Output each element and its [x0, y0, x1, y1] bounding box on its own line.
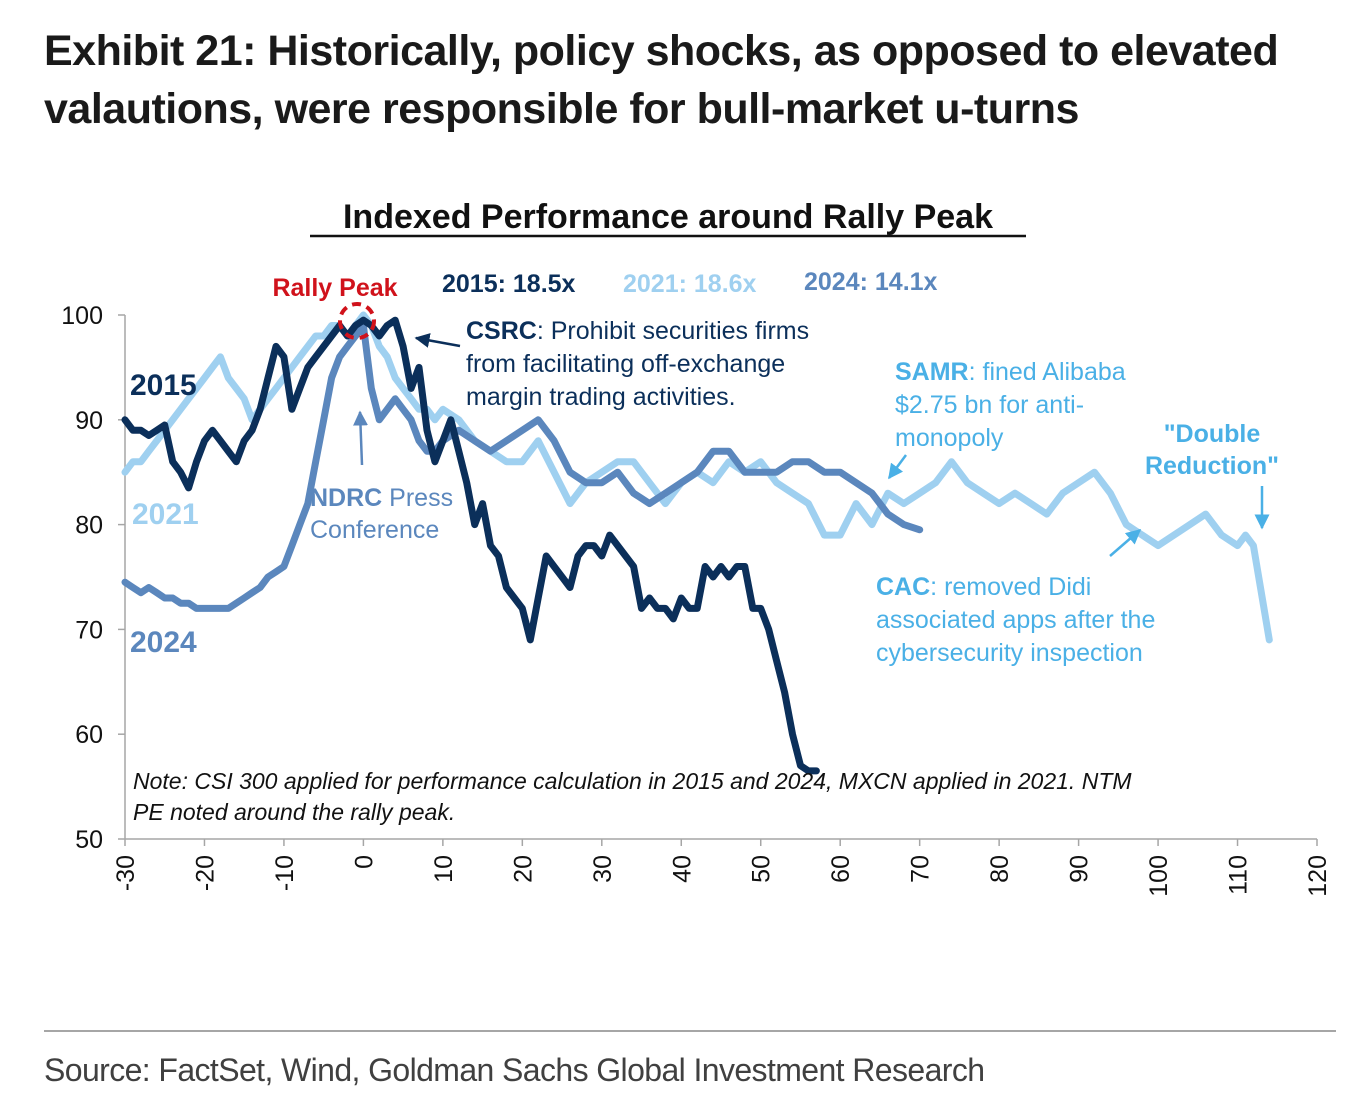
y-tick-label: 90	[75, 407, 103, 435]
x-tick-label: -20	[191, 855, 219, 891]
x-tick-label: 120	[1304, 855, 1332, 897]
y-tick-label: 50	[75, 826, 103, 854]
ndrc-arrow	[353, 410, 369, 466]
exhibit-title: Exhibit 21: Historically, policy shocks,…	[44, 22, 1334, 138]
series-label-2024: 2024	[130, 626, 197, 659]
cac-line1: : removed Didi	[930, 573, 1091, 601]
cac-line3: cybersecurity inspection	[876, 639, 1143, 667]
x-tick-label: 90	[1066, 855, 1094, 883]
double-reduction-line2: Reduction"	[1145, 452, 1279, 480]
x-tick-label: 0	[350, 855, 378, 869]
exhibit-title-line2: valautions, were responsible for bull-ma…	[44, 85, 1079, 133]
x-tick-label: 80	[986, 855, 1014, 883]
x-tick-label: 50	[748, 855, 776, 883]
csrc-line2: from facilitating off-exchange	[466, 350, 785, 378]
legend-pe-2015: 2015: 18.5x	[442, 270, 576, 298]
x-tick-label: 40	[668, 855, 696, 883]
series-label-2015: 2015	[130, 369, 197, 402]
ndrc-annotation: NDRC Press	[310, 484, 453, 512]
cac-bold: CAC	[876, 573, 930, 601]
x-tick-label: 100	[1145, 855, 1173, 897]
csrc-line3: margin trading activities.	[466, 383, 736, 411]
y-tick-label: 80	[75, 512, 103, 540]
note-line2: PE noted around the rally peak.	[133, 799, 455, 825]
x-tick-label: -30	[112, 855, 140, 891]
source-note: Source: FactSet, Wind, Goldman Sachs Glo…	[44, 1052, 985, 1088]
cac-line2: associated apps after the	[876, 606, 1155, 634]
ndrc-bold: NDRC	[310, 484, 382, 512]
series-line-2015	[121, 316, 820, 775]
note-line1: Note: CSI 300 applied for performance ca…	[133, 768, 1132, 794]
samr-line2: $2.75 bn for anti-	[895, 391, 1084, 419]
x-tick-label: 70	[907, 855, 935, 883]
series-line-2021	[121, 311, 1273, 644]
x-tick-label: 110	[1225, 855, 1253, 895]
cac-arrow	[1109, 529, 1142, 557]
rally-peak-label: Rally Peak	[272, 274, 397, 302]
legend-pe-2021: 2021: 18.6x	[623, 270, 757, 298]
x-tick-label: 20	[509, 855, 537, 883]
samr-arrow	[887, 454, 908, 480]
ndrc-line1: Press	[382, 484, 453, 512]
cac-annotation: CAC: removed Didi	[876, 573, 1091, 601]
y-tick-label: 70	[75, 616, 103, 644]
exhibit-title-line1: Exhibit 21: Historically, policy shocks,…	[44, 27, 1279, 75]
legend-pe-2024: 2024: 14.1x	[804, 268, 938, 296]
samr-line3: monopoly	[895, 424, 1004, 452]
chart-title: Indexed Performance around Rally Peak	[343, 198, 993, 236]
series-line-2024	[121, 322, 924, 612]
double-reduction-line1: "Double	[1164, 420, 1261, 448]
x-tick-label: 60	[827, 855, 855, 883]
source-divider	[44, 1030, 1336, 1032]
csrc-line1: : Prohibit securities firms	[537, 317, 809, 345]
csrc-bold: CSRC	[466, 317, 537, 345]
rally-peak-marker	[338, 302, 376, 340]
samr-bold: SAMR	[895, 358, 969, 386]
csrc-annotation: CSRC: Prohibit securities firms	[466, 317, 809, 345]
y-tick-label: 100	[61, 302, 103, 330]
samr-annotation: SAMR: fined Alibaba	[895, 358, 1126, 386]
series-label-2021: 2021	[132, 498, 199, 531]
samr-line1: : fined Alibaba	[969, 358, 1126, 386]
x-tick-label: 30	[589, 855, 617, 883]
chart: Indexed Performance around Rally Peak Ra…	[61, 198, 1332, 897]
y-tick-label: 60	[75, 721, 103, 749]
csrc-arrow	[414, 333, 461, 348]
x-tick-label: -10	[271, 855, 299, 891]
ndrc-line2: Conference	[310, 516, 439, 544]
x-tick-label: 10	[430, 855, 458, 883]
